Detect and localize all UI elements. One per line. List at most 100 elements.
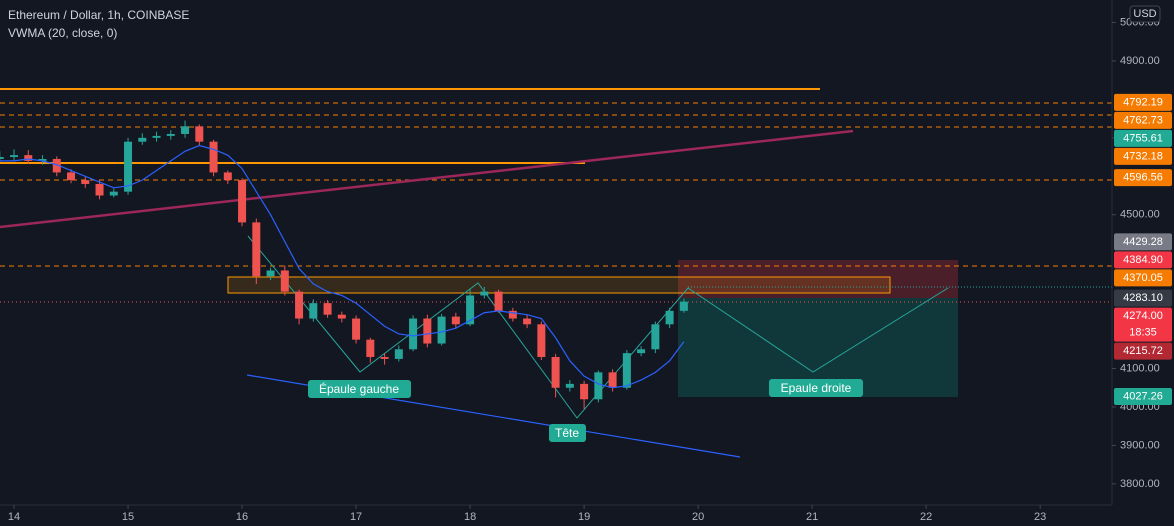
candle-body — [38, 158, 47, 161]
y-tick-label: 4100.00 — [1120, 362, 1160, 374]
x-tick-label: 19 — [578, 511, 590, 523]
candle-body — [466, 295, 475, 325]
candle-body — [138, 137, 147, 142]
candle-body — [423, 318, 432, 344]
candle-body — [594, 372, 603, 400]
candle-body — [366, 339, 375, 357]
price-label: 4596.56 — [1123, 172, 1163, 184]
candle-body — [10, 155, 19, 158]
zone-box — [227, 276, 891, 294]
candle-body — [323, 303, 332, 315]
candle-body — [480, 291, 489, 296]
candle-body — [637, 349, 646, 354]
currency-button[interactable] — [1129, 5, 1161, 23]
price-label: 4384.90 — [1123, 254, 1163, 266]
y-tick-label: 4500.00 — [1120, 209, 1160, 221]
candle-body — [608, 372, 617, 388]
candle-body — [0, 157, 4, 159]
axes: 5000.004900.004700.004500.004100.004000.… — [8, 16, 1172, 523]
price-label: 4792.19 — [1123, 96, 1163, 108]
price-label: 4370.05 — [1123, 272, 1163, 284]
candle-body — [81, 180, 90, 184]
annotation-box — [769, 379, 863, 397]
x-tick-label: 18 — [464, 511, 476, 523]
candle-body — [537, 324, 546, 357]
candle-body — [67, 172, 76, 181]
annotation: Tête — [555, 426, 579, 440]
candle-body — [24, 155, 33, 161]
candle-body — [494, 291, 503, 311]
price-label-bg — [1114, 93, 1172, 111]
y-tick-label: 4900.00 — [1120, 55, 1160, 67]
candle-body — [181, 126, 190, 134]
candle-body — [95, 183, 104, 196]
countdown: 18:35 — [1129, 327, 1157, 339]
price-label: 4762.73 — [1123, 114, 1163, 126]
x-tick-label: 23 — [1034, 511, 1046, 523]
candle-body — [352, 318, 361, 340]
candle-body — [380, 356, 389, 359]
candle-body — [551, 356, 560, 388]
candle-body — [252, 222, 261, 277]
candle-body — [394, 349, 403, 359]
candle-body — [295, 291, 304, 319]
candle-body — [580, 383, 589, 400]
price-label-bg — [1114, 129, 1172, 147]
price-label-bg — [1114, 269, 1172, 287]
annotation: Épaule gauche — [319, 381, 399, 396]
x-tick-label: 17 — [350, 511, 362, 523]
price-label-bg — [1114, 147, 1172, 165]
plot — [0, 120, 688, 409]
candle-body — [124, 141, 133, 192]
candle-body — [337, 314, 346, 319]
candle-body — [266, 270, 275, 277]
candle-body — [651, 324, 660, 350]
pattern-path — [247, 235, 949, 419]
candle-body — [437, 316, 446, 344]
candle-body — [508, 310, 517, 319]
price-label: 4283.10 — [1123, 292, 1163, 304]
x-tick-label: 16 — [236, 511, 248, 523]
x-tick-label: 20 — [692, 511, 704, 523]
candle-body — [152, 135, 161, 138]
price-label-bg — [1114, 342, 1172, 360]
annotation-box — [549, 424, 586, 442]
candle-body — [523, 318, 532, 325]
x-tick-label: 21 — [806, 511, 818, 523]
candle-body — [223, 172, 232, 181]
price-label-bg — [1114, 307, 1172, 342]
price-label-bg — [1114, 111, 1172, 129]
candle-body — [679, 301, 688, 311]
annotation-box — [308, 380, 411, 398]
price-label: 4027.26 — [1123, 390, 1163, 402]
candle-body — [309, 303, 318, 319]
candle-body — [195, 126, 204, 142]
price-label-bg — [1114, 251, 1172, 269]
candle-body — [238, 180, 247, 223]
price-label-bg — [1114, 233, 1172, 251]
candle-body — [52, 158, 61, 173]
candle-body — [280, 270, 289, 292]
candle-body — [166, 133, 175, 136]
candle-body — [622, 353, 631, 388]
chart-title: Ethereum / Dollar, 1h, COINBASE — [8, 8, 189, 22]
x-tick-label: 15 — [122, 511, 134, 523]
price-label: 4429.28 — [1123, 236, 1163, 248]
y-tick-label: 3900.00 — [1120, 439, 1160, 451]
candle-body — [409, 318, 418, 350]
annotation: Epaule droite — [781, 381, 852, 395]
candle-body — [109, 191, 118, 196]
x-tick-label: 22 — [920, 511, 932, 523]
candle-body — [665, 310, 674, 325]
price-label: 4274.00 — [1123, 310, 1163, 322]
x-tick-label: 14 — [8, 511, 20, 523]
price-label-bg — [1114, 387, 1172, 405]
indicator-label: VWMA (20, close, 0) — [8, 26, 117, 40]
price-label-bg — [1114, 169, 1172, 187]
price-label: 4215.72 — [1123, 345, 1163, 357]
y-tick-label: 3800.00 — [1120, 478, 1160, 490]
currency[interactable]: USD — [1133, 8, 1156, 20]
price-label: 4755.61 — [1123, 132, 1163, 144]
candle-body — [209, 141, 218, 173]
